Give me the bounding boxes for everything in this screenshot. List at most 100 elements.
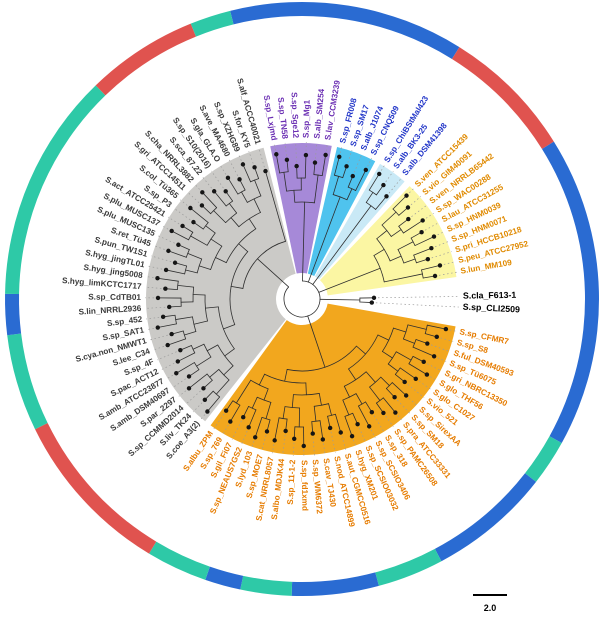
leaf-dot	[292, 436, 297, 441]
branch	[342, 399, 350, 416]
leader-line	[408, 397, 418, 406]
leader-line	[274, 144, 276, 151]
branch	[284, 369, 288, 382]
branch	[196, 356, 212, 367]
branch	[253, 198, 261, 213]
leader-line	[330, 431, 336, 453]
leader-line	[339, 147, 343, 154]
branch	[381, 351, 393, 359]
branch	[332, 175, 340, 195]
branch	[304, 154, 307, 179]
leader-line	[397, 415, 403, 421]
branch	[321, 154, 327, 177]
leader-line	[258, 147, 265, 168]
branch	[334, 156, 340, 176]
branch	[228, 203, 238, 214]
leader-line	[325, 144, 328, 152]
leader-line	[424, 222, 440, 231]
branch	[258, 373, 266, 386]
taxon-label: S.lav_CCM3239	[323, 79, 342, 141]
branch	[210, 238, 223, 247]
leader-line	[150, 334, 168, 341]
branch	[190, 235, 208, 246]
branch	[230, 285, 244, 289]
leader-line	[162, 226, 169, 230]
leaf-dot	[431, 354, 437, 359]
leader-line	[431, 251, 452, 259]
branch	[223, 365, 234, 376]
leader-line	[145, 306, 166, 309]
branch	[375, 195, 387, 210]
branch	[380, 376, 390, 386]
leader-line	[449, 329, 456, 332]
leader-line	[150, 255, 172, 262]
branch	[201, 191, 218, 209]
leaf-dot	[272, 438, 277, 443]
branch	[346, 188, 353, 201]
branch	[313, 405, 317, 422]
branch	[168, 250, 187, 258]
leaf-dot	[384, 194, 389, 199]
leader-line	[282, 434, 286, 455]
branch	[165, 269, 186, 275]
leaf-dot	[176, 242, 181, 247]
leader-line	[261, 435, 267, 451]
leaf-dot	[199, 203, 205, 208]
leader-line	[381, 165, 385, 171]
branch	[348, 368, 357, 381]
root-arc	[283, 280, 321, 318]
branch	[274, 417, 280, 441]
leader-line	[437, 231, 445, 236]
leaf-dot	[163, 286, 168, 291]
leaf-dot	[174, 371, 179, 376]
clade-wedge-yellow	[319, 186, 457, 296]
clade-wedge-gray	[145, 147, 296, 422]
leaf-dot	[437, 263, 443, 268]
leaf-dot	[263, 168, 268, 174]
leaf-dot	[237, 177, 242, 182]
leaf-dot	[350, 173, 355, 179]
leader-line	[219, 164, 227, 175]
leaf-dot	[413, 376, 418, 382]
branch	[205, 225, 216, 234]
branch	[407, 324, 427, 330]
branch	[381, 211, 397, 226]
leader-line	[425, 213, 434, 219]
branch-root	[307, 315, 326, 368]
leader-line	[146, 276, 154, 278]
leader-line	[238, 155, 242, 161]
branch	[157, 323, 177, 328]
leaf-dot	[264, 429, 270, 434]
leader-line	[194, 184, 200, 190]
leaf-dot	[402, 379, 407, 385]
leaf-dot	[191, 219, 196, 225]
leaf-dot	[369, 300, 375, 305]
branch	[368, 173, 380, 191]
branch	[389, 255, 402, 262]
branch	[397, 241, 414, 250]
branch	[188, 373, 208, 389]
leaf-dot	[392, 395, 397, 400]
leaf-dot	[344, 164, 349, 169]
leaf-dot	[200, 190, 205, 195]
branch	[171, 230, 189, 241]
branch	[206, 344, 219, 352]
leaf-dot	[320, 437, 326, 442]
leaf-dot	[366, 424, 372, 429]
leader-line	[178, 390, 187, 397]
leader-line	[157, 351, 177, 361]
ring-segment-blue	[434, 473, 537, 562]
ring-segment-teal	[190, 10, 234, 37]
leader-line	[438, 271, 457, 276]
branch	[175, 316, 193, 320]
leader-line	[187, 191, 200, 203]
leader-line	[367, 158, 372, 167]
leaf-dot	[166, 248, 171, 254]
branch	[238, 243, 249, 253]
leaf-dot	[393, 410, 398, 415]
leaf-dot	[252, 165, 257, 170]
taxon-label: S.sp_11-1-2	[286, 459, 298, 505]
leader-line	[229, 159, 238, 176]
branch	[187, 253, 203, 260]
